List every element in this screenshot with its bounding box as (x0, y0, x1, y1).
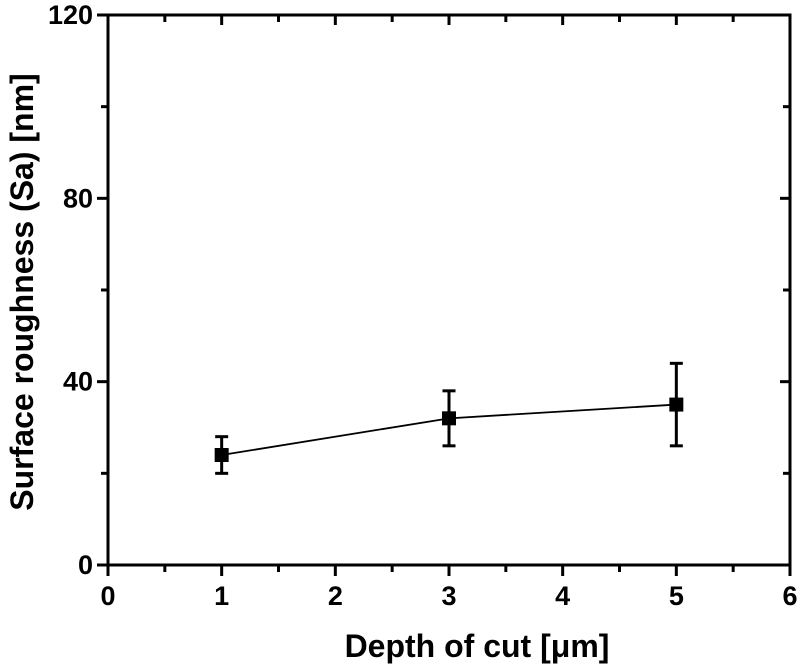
plot-frame (106, 13, 792, 567)
x-tick-label: 2 (328, 581, 343, 611)
y-tick-label: 0 (78, 550, 93, 580)
x-tick-label: 1 (214, 581, 229, 611)
y-tick-label: 40 (63, 367, 93, 397)
x-axis-label: Depth of cut [μm] (344, 628, 610, 664)
x-tick-label: 3 (441, 581, 456, 611)
y-tick-label: 120 (48, 0, 93, 30)
x-tick-label: 6 (782, 581, 797, 611)
data-point-marker (669, 397, 684, 412)
x-tick-label: 0 (100, 581, 115, 611)
x-tick-label: 4 (555, 581, 570, 611)
x-tick-label: 5 (669, 581, 684, 611)
y-axis-label: Surface roughness (Sa) [nm] (4, 73, 40, 511)
data-point-marker (214, 448, 229, 462)
y-tick-label: 80 (63, 183, 93, 213)
data-point-marker (442, 411, 456, 426)
